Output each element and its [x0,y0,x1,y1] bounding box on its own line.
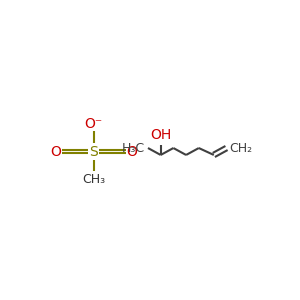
Text: O⁻: O⁻ [85,117,103,131]
Text: CH₂: CH₂ [229,142,252,154]
Text: O: O [126,145,137,158]
Text: OH: OH [150,128,171,142]
Text: S: S [89,145,98,158]
Text: CH₃: CH₃ [82,173,105,186]
Text: H₃C: H₃C [122,142,145,154]
Text: O: O [50,145,61,158]
